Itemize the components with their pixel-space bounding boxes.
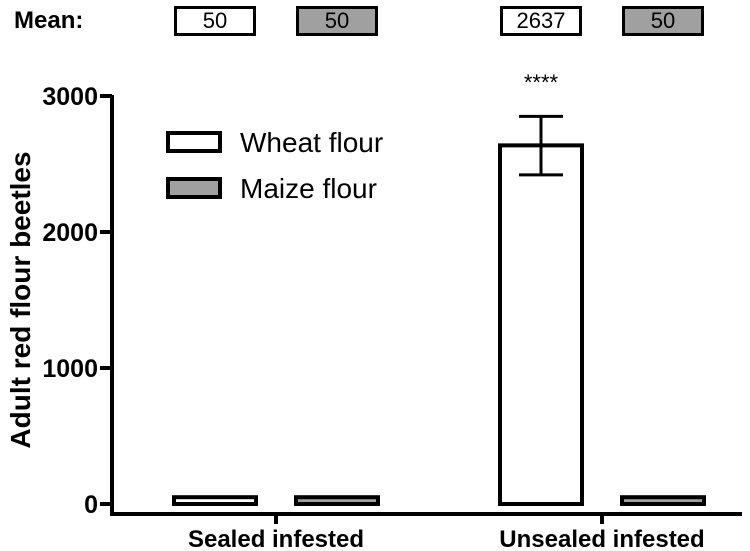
legend-label-1: Maize flour — [240, 173, 377, 204]
mean-box-unsealed-wheat: 2637 — [500, 6, 582, 36]
y-tick-label-1000: 1000 — [42, 355, 98, 383]
x-tick-label-1: Unsealed infested — [499, 526, 704, 551]
y-tick-label-0: 0 — [84, 491, 98, 519]
y-tick-label-2000: 2000 — [42, 219, 98, 247]
y-tick-label-3000: 3000 — [42, 83, 98, 111]
mean-box-sealed-maize: 50 — [296, 6, 378, 36]
mean-box-sealed-wheat: 50 — [174, 6, 256, 36]
mean-row-label: Mean: — [14, 7, 84, 34]
legend-swatch-0 — [166, 131, 222, 153]
significance-annotation-0: **** — [524, 70, 559, 95]
x-tick-label-0: Sealed infested — [188, 526, 364, 551]
y-axis-title: Adult red flour beetles — [5, 151, 36, 448]
bar-1-0 — [498, 143, 584, 506]
mean-box-unsealed-maize: 50 — [622, 6, 704, 36]
legend-swatch-1 — [166, 177, 222, 199]
legend-label-0: Wheat flour — [240, 127, 383, 158]
bar-0-1 — [294, 495, 380, 507]
bar-0-0 — [172, 495, 258, 507]
bar-1-1 — [620, 495, 706, 507]
